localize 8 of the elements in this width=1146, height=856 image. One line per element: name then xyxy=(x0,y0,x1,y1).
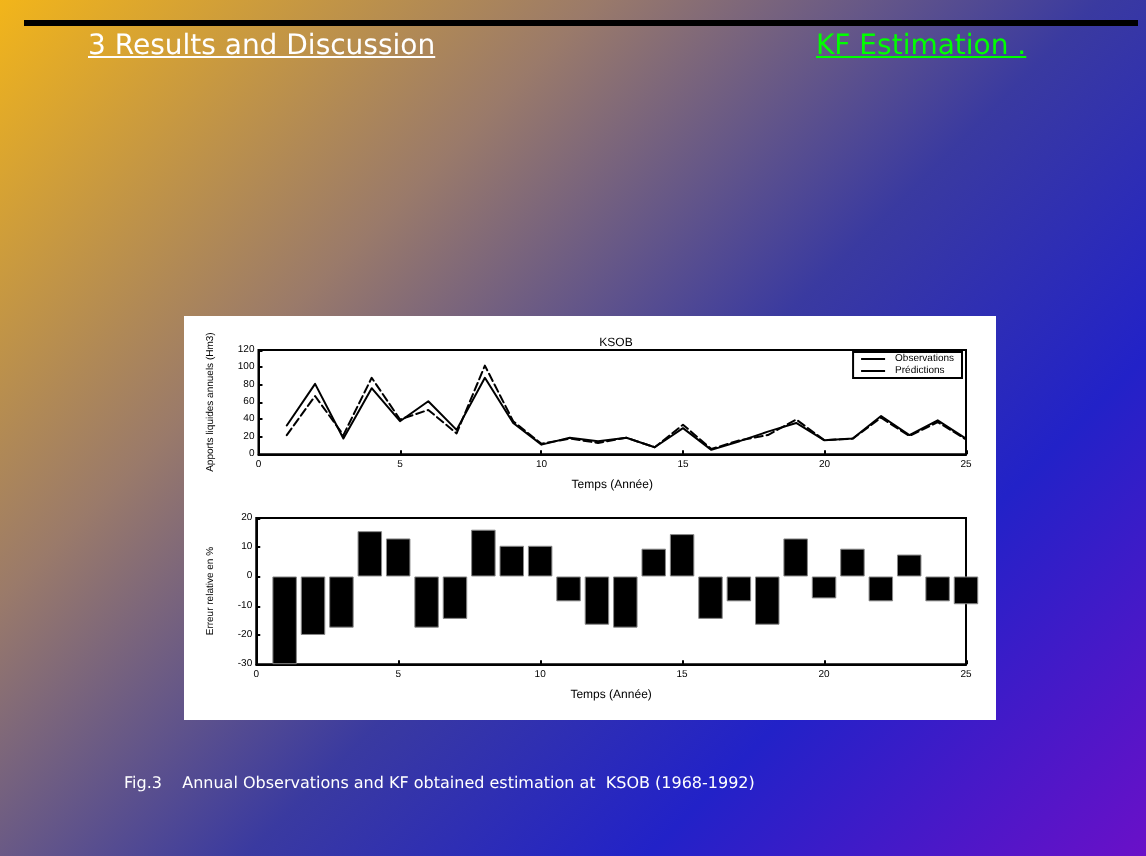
bar xyxy=(442,576,468,619)
bar xyxy=(584,576,610,625)
bar xyxy=(300,576,326,635)
caption: Fig.3 Annual Observations and KF obtained estimation at KSOB (1968-1992) xyxy=(124,774,755,792)
bar xyxy=(811,576,837,599)
text: 3 Results and Discussion xyxy=(88,30,436,62)
bar xyxy=(669,534,695,577)
text: KF Estimation . xyxy=(816,30,1027,62)
